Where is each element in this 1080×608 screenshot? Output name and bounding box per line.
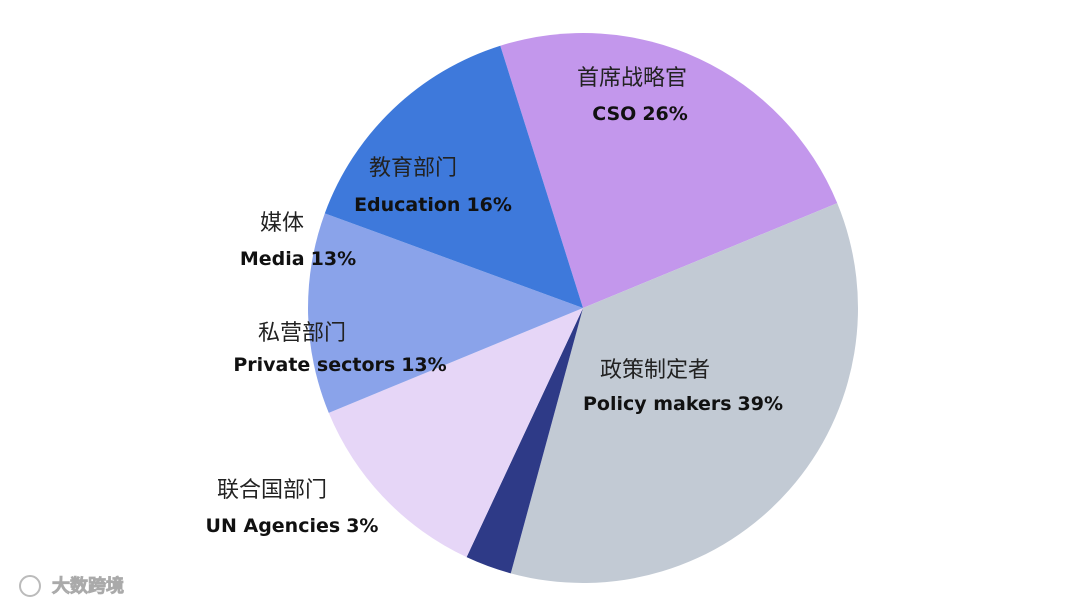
category-name: Policy makers — [583, 393, 732, 415]
slice — [510, 203, 858, 584]
value-label: 26% — [642, 103, 687, 125]
slice — [324, 45, 583, 308]
label-zh: 媒体 — [260, 211, 304, 236]
slice — [308, 213, 583, 413]
value-label: 3% — [346, 515, 378, 537]
slice — [466, 308, 583, 574]
label-zh: 私营部门 — [258, 321, 346, 346]
label-zh: 政策制定者 — [600, 358, 710, 383]
labels: 首席战略官 CSO 26% 政策制定者 Policy makers 39% 联合国部门 UN … — [206, 66, 783, 537]
watermark-icon — [19, 575, 41, 597]
label-en: UN Agencies 3% — [206, 515, 379, 537]
label-en: Media 13% — [240, 248, 356, 270]
category-name: Media — [240, 248, 305, 270]
label-zh: 首席战略官 — [577, 66, 687, 91]
label-en: Education 16% — [354, 194, 512, 216]
label-zh: 教育部门 — [369, 156, 457, 181]
category-name: UN Agencies — [206, 515, 341, 537]
value-label: 16% — [466, 194, 511, 216]
label-en: Policy makers 39% — [583, 393, 783, 415]
category-name: Education — [354, 194, 460, 216]
value-label: 39% — [738, 393, 783, 415]
label-zh: 联合国部门 — [217, 478, 327, 503]
label-en: CSO 26% — [592, 103, 688, 125]
value-label: 13% — [311, 248, 356, 270]
category-name: CSO — [592, 103, 636, 125]
category-name: Private sectors — [233, 354, 395, 376]
slice — [500, 32, 838, 308]
slice — [328, 308, 583, 558]
watermark: 大数跨境 — [52, 575, 124, 597]
label-en: Private sectors 13% — [233, 354, 446, 376]
pie — [308, 32, 858, 584]
value-label: 13% — [401, 354, 446, 376]
